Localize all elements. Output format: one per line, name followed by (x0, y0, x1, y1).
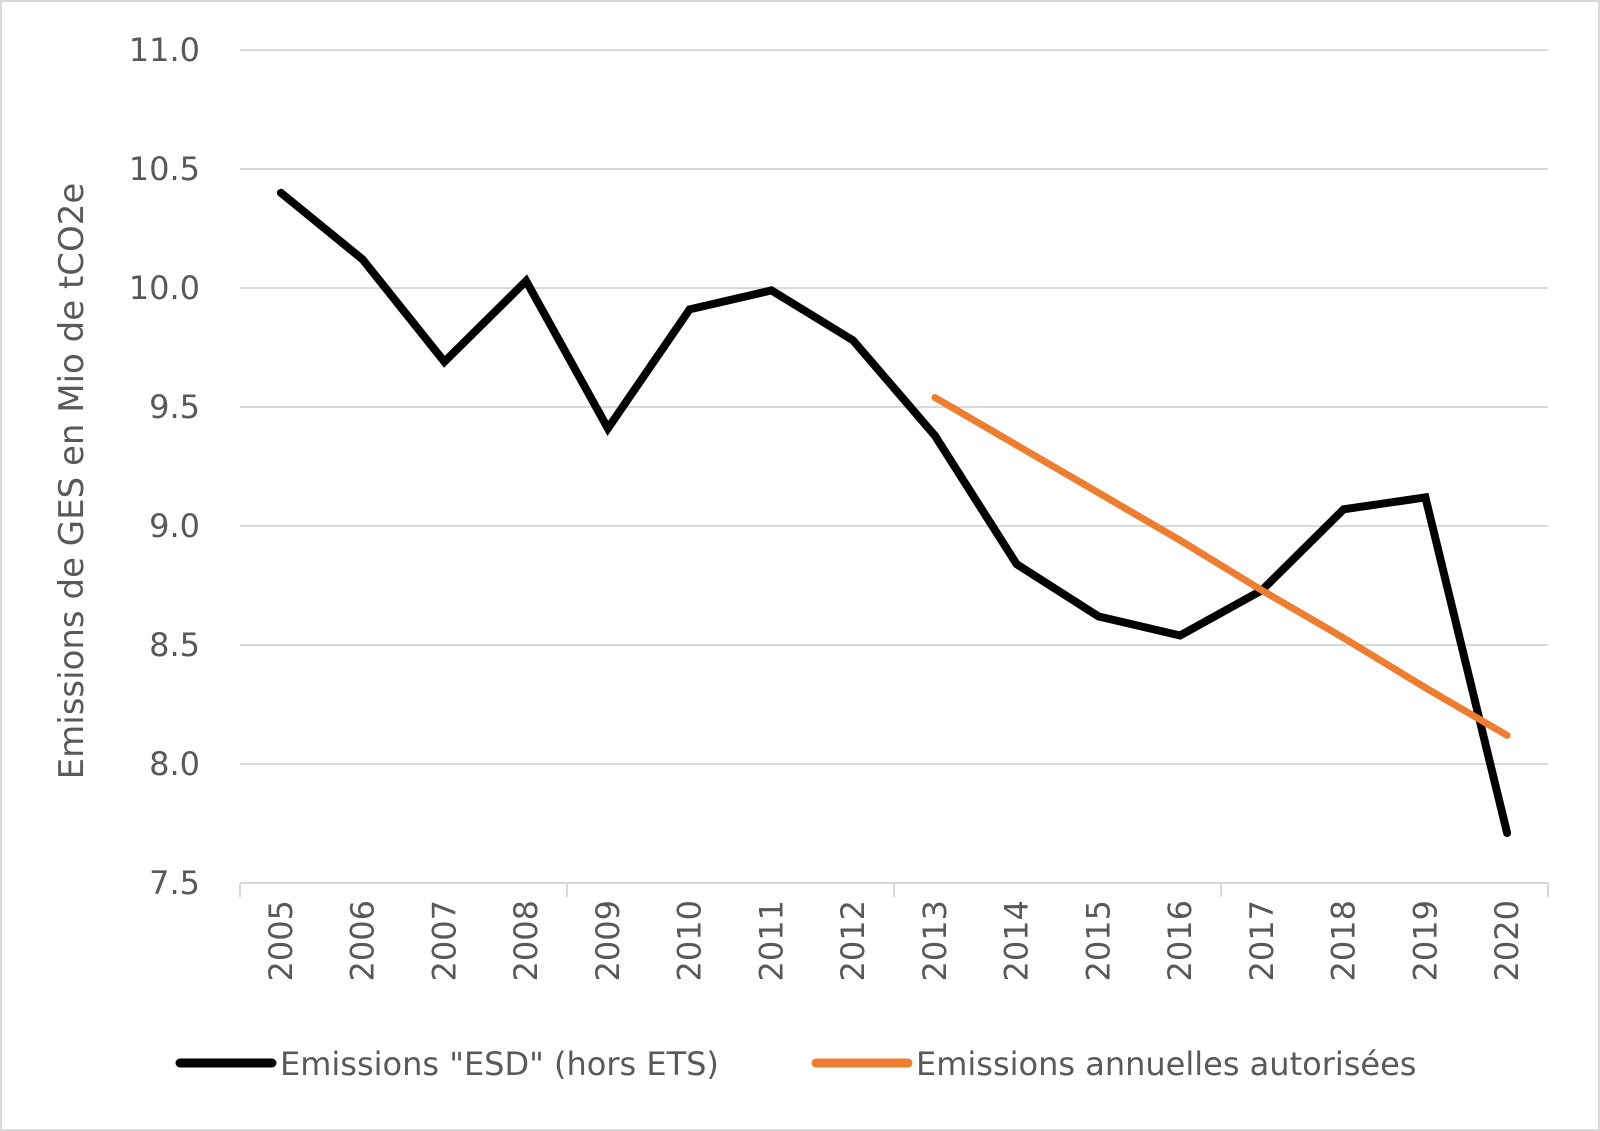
y-tick-label: 9.5 (149, 388, 200, 426)
x-tick-label: 2011 (752, 900, 790, 981)
y-tick-label: 8.0 (149, 745, 200, 783)
x-tick-label: 2008 (507, 900, 545, 981)
gridlines (240, 49, 1548, 765)
y-tick-label: 9.0 (149, 507, 200, 545)
y-axis-title: Emissions de GES en Mio de tCO2e (52, 183, 92, 780)
series-line-1 (276, 188, 1512, 837)
x-axis (239, 882, 1549, 897)
x-tick-label: 2015 (1079, 900, 1117, 981)
x-tick-label: 2006 (344, 900, 382, 981)
legend-label-1: Emissions "ESD" (hors ETS) (280, 1045, 719, 1083)
x-tick-label: 2020 (1488, 900, 1526, 981)
x-tick-label: 2010 (671, 900, 709, 981)
y-tick-label: 7.5 (149, 864, 200, 902)
y-tick-label: 8.5 (149, 626, 200, 664)
x-tick-label: 2013 (916, 900, 954, 981)
legend-label-2: Emissions annuelles autorisées (916, 1045, 1416, 1083)
x-tick-label: 2018 (1325, 900, 1363, 981)
y-tick-label: 11.0 (129, 31, 200, 69)
y-axis-ticks: 7.5 8.0 8.5 9.0 9.5 10.0 10.5 11.0 (129, 31, 200, 902)
x-tick-label: 2007 (425, 900, 463, 981)
x-tick-label: 2016 (1161, 900, 1199, 981)
series-line-2 (931, 394, 1511, 739)
x-tick-label: 2005 (262, 900, 300, 981)
x-tick-label: 2019 (1406, 900, 1444, 981)
legend: Emissions "ESD" (hors ETS) Emissions annu… (175, 1045, 1416, 1083)
y-tick-label: 10.5 (129, 150, 200, 188)
x-tick-label: 2012 (834, 900, 872, 981)
x-axis-ticks: 2005 2006 2007 2008 2009 2010 2011 2012 2013 2014… (262, 900, 1526, 981)
y-tick-label: 10.0 (129, 269, 200, 307)
series-lines (276, 188, 1512, 837)
x-tick-label: 2014 (998, 900, 1036, 981)
x-tick-label: 2009 (589, 900, 627, 981)
x-tick-label: 2017 (1243, 900, 1281, 981)
